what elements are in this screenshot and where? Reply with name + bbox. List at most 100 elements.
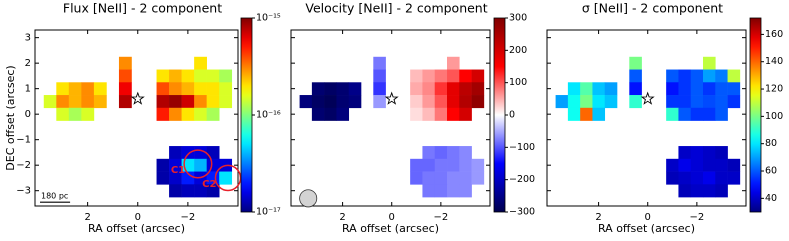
cell [703,146,716,160]
cell [459,158,472,172]
cell [93,82,107,96]
colorbar-tick-label: 60 [765,166,777,177]
cell [592,82,606,96]
cell [299,95,313,109]
cell [580,107,593,121]
colorbar-tick-label: 10⁻¹⁵ [256,13,281,24]
cell [715,171,728,185]
cell [56,82,70,96]
cell [311,82,325,96]
y-tick-label: −2 [16,160,31,171]
region-label: C2 [202,179,216,190]
cell [459,184,472,198]
cell [373,82,386,96]
cell [194,56,207,70]
cell [703,69,716,83]
cell [194,82,207,96]
cell [666,158,679,172]
cell [422,184,436,198]
cell [194,107,207,121]
cell [690,107,704,121]
cell [471,69,485,83]
cell [324,107,337,121]
cell [219,171,233,185]
chart-title: Velocity [NeII] - 2 component [305,1,487,16]
cell [629,56,642,70]
cell [629,95,642,109]
y-tick-label: 2 [25,58,31,69]
cell [194,69,207,83]
cell [690,95,704,109]
cell [447,184,460,198]
cell [410,107,423,121]
y-tick-label: −3 [16,186,31,197]
cell [43,95,57,109]
scale-bar-label: 180 pc [41,192,68,201]
cell [471,171,485,185]
cell [169,184,182,198]
cell [118,95,132,109]
cell [666,171,679,185]
cell [690,69,704,83]
x-tick-label: 0 [389,212,395,223]
colorbar-tick-label: −300 [509,207,535,218]
cell [715,146,728,160]
colorbar-tick-label: 40 [765,193,777,204]
cell [727,171,741,185]
cell [459,95,472,109]
colorbar [749,17,762,213]
chart-title: σ [NeII] - 2 component [582,1,723,16]
colorbar-tick-label: 10⁻¹⁶ [256,110,281,121]
cell [678,158,692,172]
cell [181,69,195,83]
cell [56,95,70,109]
x-tick-label: 2 [595,212,601,223]
cell [459,82,472,96]
cell [727,158,741,172]
cell [447,107,460,121]
cell [604,95,618,109]
cell [434,171,448,185]
x-tick-label: −2 [181,212,196,223]
colorbar-tick-label: 0 [509,110,515,121]
cell [555,95,569,109]
cell [703,184,716,198]
cell [156,107,170,121]
colorbar-tick-label: 200 [509,45,527,56]
cell [459,107,472,121]
cell [592,107,606,121]
cell [348,95,362,109]
panel: 2 0 −2 σ [NeII] - 2 component RA offset (arc… [546,1,783,235]
cell [703,82,716,96]
cell [447,69,460,83]
cell [324,82,337,96]
colorbar-tick-label: 100 [509,77,527,88]
cell [219,82,233,96]
cell [311,107,325,121]
cell [219,95,233,109]
cell [703,158,716,172]
cell [422,95,436,109]
x-tick-label: −2 [689,212,704,223]
cell [715,158,728,172]
colorbar-tick-label: 140 [765,56,783,67]
cell [336,107,350,121]
chart-title: Flux [NeII] - 2 component [63,1,222,16]
cell [690,146,704,160]
region-circle [183,149,213,179]
cell [118,69,132,83]
cell [703,171,716,185]
colorbar-tick-label: 120 [765,84,783,95]
cell [81,107,95,121]
cell [434,158,448,172]
cell [68,95,82,109]
cell [169,69,182,83]
cell [118,82,132,96]
cell [68,107,82,121]
x-axis-label: RA offset (arcsec) [342,222,439,235]
cell [715,107,728,121]
colorbar-tick-label: 160 [765,29,783,40]
cell [471,95,485,109]
cell [206,158,220,172]
